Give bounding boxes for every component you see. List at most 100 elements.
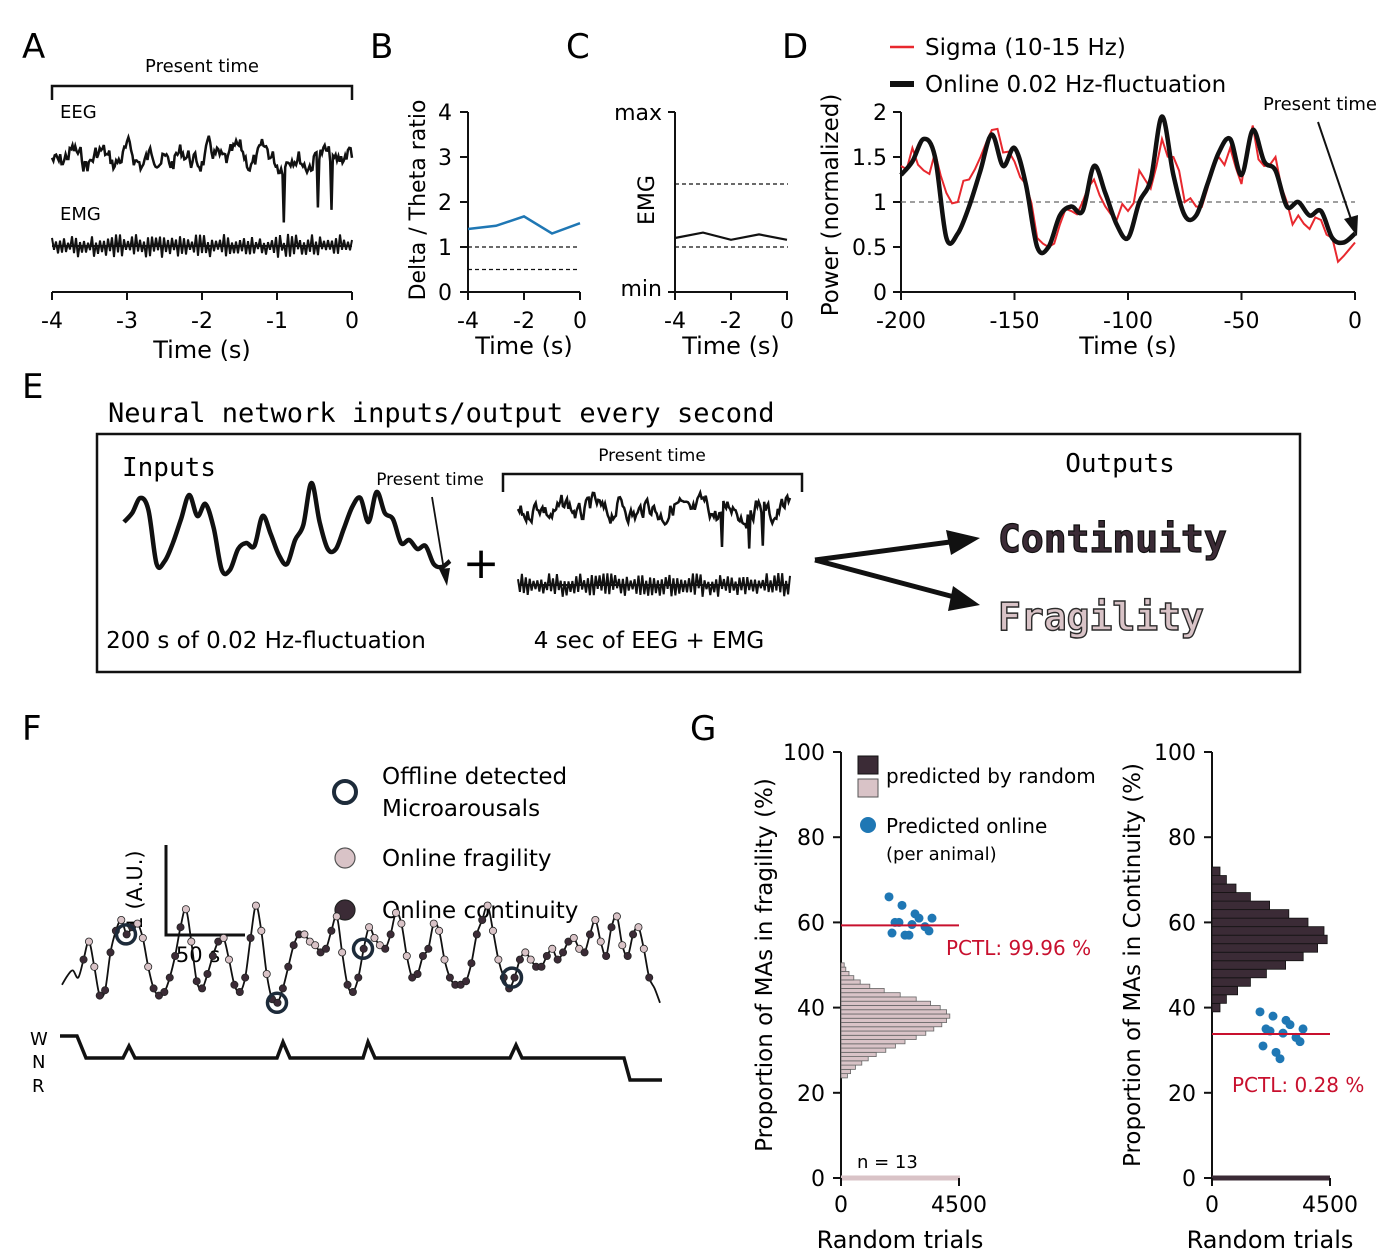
x-tick-label: 4500 [1302, 1193, 1358, 1218]
fragility-dot [612, 912, 621, 921]
online-dot [1255, 1007, 1265, 1017]
continuity-dot [354, 973, 363, 982]
online-dots [884, 892, 937, 940]
histogram-bar [840, 962, 845, 968]
fragility-dot [440, 955, 449, 964]
histogram-bar [1211, 968, 1267, 979]
histogram-bar [840, 1026, 935, 1032]
fragility-dot [639, 944, 648, 953]
continuity-dot [456, 980, 465, 989]
emg-label: EMG [60, 204, 101, 225]
continuity-dot [467, 959, 476, 968]
histogram-bar [840, 988, 885, 994]
legend-random-dark-swatch [857, 755, 879, 775]
x-axis-label: Time (s) [152, 336, 251, 364]
x-tick-label: -50 [1224, 309, 1260, 334]
legend-online-dot-icon [860, 817, 876, 833]
fragility-dot [219, 934, 228, 943]
histogram-bar [1211, 934, 1328, 945]
present-time-label: Present time [145, 56, 259, 77]
continuity-dot [106, 948, 115, 957]
histogram-bar [840, 1034, 917, 1040]
histogram-bar [840, 966, 847, 972]
histogram-bar [1211, 943, 1318, 953]
continuity-dot [198, 984, 207, 993]
y-min-label: min [621, 277, 663, 302]
continuity-dot [553, 955, 562, 964]
legend-online-2: (per animal) [886, 844, 997, 865]
eeg-label: EEG [60, 102, 97, 123]
offline-microarousal-marks [114, 923, 524, 1015]
histogram-bar [840, 1022, 943, 1028]
microarousal-circle [265, 991, 289, 1015]
present-time-arrow [1317, 121, 1353, 223]
panel-f: F Offline detected Microarousals Online … [22, 709, 662, 1097]
online-dot [1285, 1020, 1295, 1030]
fragility-dot [526, 955, 535, 964]
histogram-bar [1211, 926, 1325, 936]
histogram-bar [840, 975, 855, 981]
continuity-dot [176, 923, 185, 932]
y-tick-label: 2 [873, 101, 887, 126]
plot-area [899, 114, 1357, 264]
histogram-bar [840, 1009, 947, 1015]
continuity-dot [289, 941, 298, 950]
histogram-bar [840, 983, 871, 989]
hypnogram-n: N [32, 1052, 45, 1073]
fragility-dot [305, 937, 314, 946]
continuity-dot [230, 980, 239, 989]
g-right-chart: Proportion of MAs in Continuity (%) 0 20 4… [1120, 741, 1364, 1254]
present-time-label-2: Present time [598, 446, 706, 466]
histogram-bar [840, 1043, 896, 1049]
histogram-bar [840, 1051, 877, 1057]
fragility-dot [494, 955, 503, 964]
y-tick-label: 1 [873, 191, 887, 216]
continuity-dot [515, 955, 524, 964]
fluctuation-trace [122, 480, 452, 577]
fragility-dot [397, 919, 406, 928]
continuity-dot [165, 973, 174, 982]
x-tick-label: -100 [1103, 309, 1153, 334]
x-tick-label: -3 [116, 309, 138, 334]
fragility-dot [488, 926, 497, 935]
histogram-bar [840, 996, 917, 1002]
fragility-dot [262, 970, 271, 979]
histogram-bar [840, 1005, 941, 1011]
output-arrows [814, 539, 959, 601]
continuity-dot [607, 923, 616, 932]
legend-offline-2: Microarousals [382, 796, 540, 822]
fragility-dot [187, 937, 196, 946]
y-tick-label: 1.5 [852, 146, 887, 171]
x-axis-label: Random trials [817, 1226, 984, 1254]
online-prediction-dots [79, 901, 654, 1007]
continuity-dot [645, 973, 654, 982]
y-tick-label: 60 [797, 911, 825, 936]
y-tick-label: 80 [797, 826, 825, 851]
continuity-dot [472, 930, 481, 939]
online-dot [1295, 1037, 1305, 1047]
panel-e: E Neural network inputs/output every sec… [22, 367, 1302, 674]
histogram-bar [1211, 900, 1270, 911]
continuity-dot [278, 984, 287, 993]
histogram-bar [1211, 883, 1237, 893]
fragility-dot [591, 916, 600, 925]
online-dots [1255, 1007, 1308, 1064]
histogram-bar [1211, 875, 1227, 885]
histogram-bar [1211, 951, 1304, 962]
panel-d: D Sigma (10-15 Hz) Online 0.02 Hz-fluctu… [782, 27, 1377, 360]
fragility-dot [311, 941, 320, 950]
legend-random-light-swatch [857, 778, 879, 798]
present-time-bracket [501, 472, 804, 492]
emg-trace [51, 233, 353, 258]
panel-f-letter: F [22, 709, 42, 749]
continuity-dot [386, 930, 395, 939]
fragility-dot [90, 962, 99, 971]
fragility-dot [402, 952, 411, 961]
emg-line [674, 231, 788, 241]
y-tick-label: 40 [1168, 997, 1196, 1022]
online-dot [887, 928, 897, 938]
continuity-dot [381, 944, 390, 953]
present-time-arrow [431, 496, 445, 571]
caption-fluctuation: 200 s of 0.02 Hz-fluctuation [106, 628, 426, 654]
continuity-dot [408, 973, 417, 982]
